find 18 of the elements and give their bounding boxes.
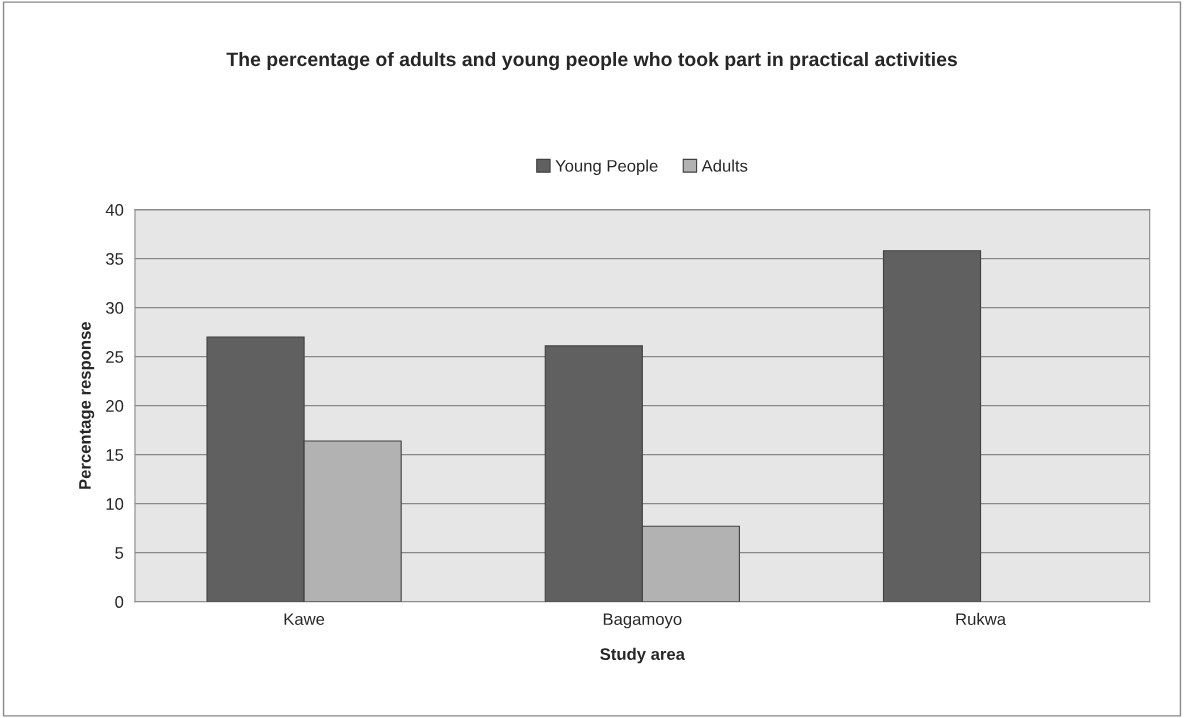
y-tick-label: 20	[106, 400, 124, 412]
x-tick-label: Rukwa	[956, 612, 1007, 626]
legend-label: Adults	[701, 159, 748, 172]
y-tick-label: 35	[105, 253, 124, 265]
y-tick-label: 5	[115, 547, 124, 559]
x-tick-label: Bagamoyo	[603, 613, 682, 629]
bar	[882, 250, 982, 602]
y-tick-label: 10	[106, 498, 124, 510]
y-tick-label: 0	[115, 596, 124, 608]
x-tick-label: Kawe	[284, 613, 325, 626]
y-tick-label: 25	[106, 351, 124, 363]
chart-title: The percentage of adults and young people who took part in practical activities	[226, 51, 957, 71]
y-tick-label: 40	[105, 204, 124, 216]
y-axis-title: Percentage response	[79, 321, 95, 489]
legend-label: Young People	[555, 159, 658, 176]
y-tick-label: 30	[105, 302, 124, 314]
x-axis-title: Study area	[600, 647, 686, 664]
y-tick-label: 15	[106, 449, 124, 461]
